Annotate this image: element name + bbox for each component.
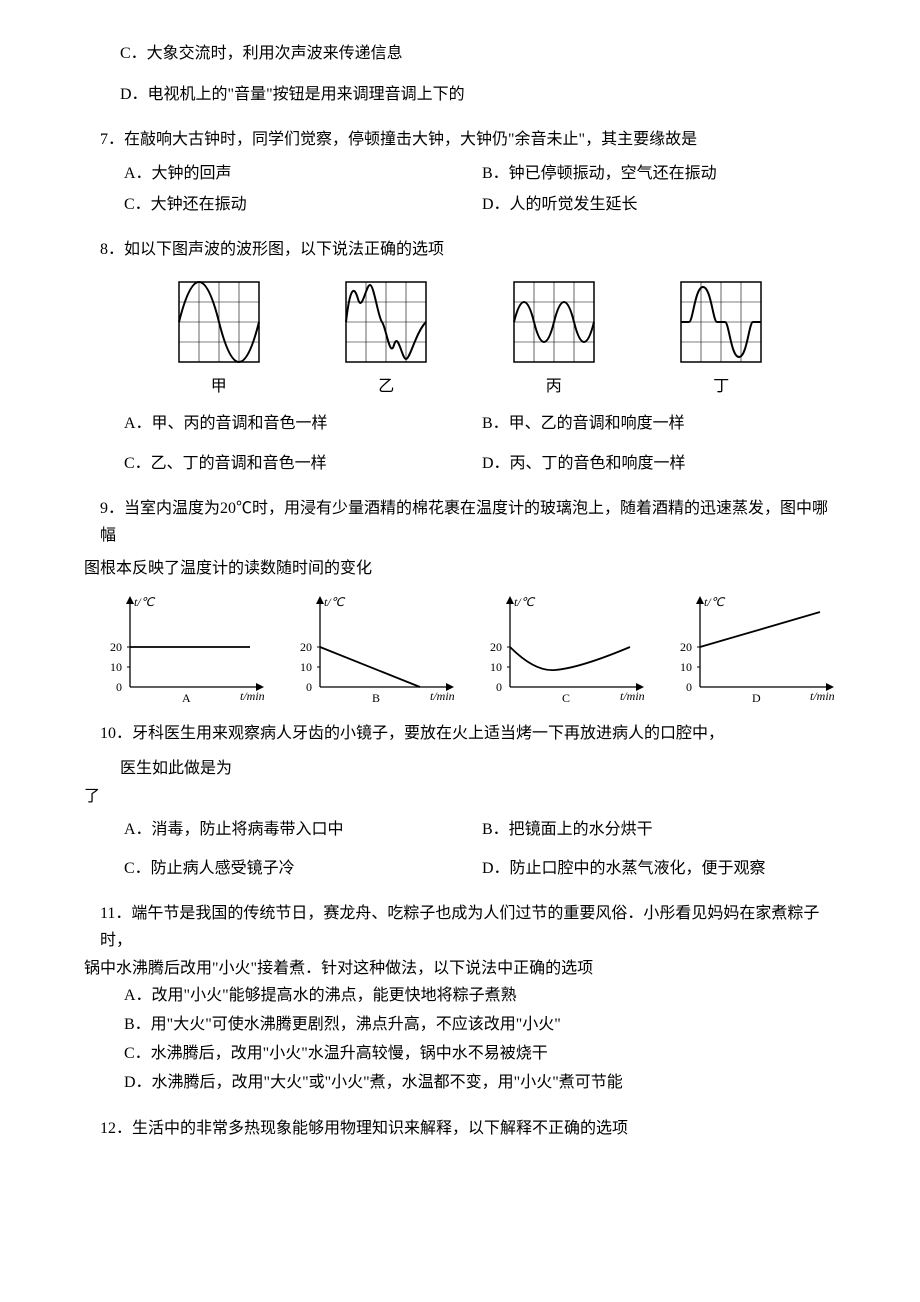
q7-opt-d: D．人的听觉发生延长 [482,191,840,218]
q10-opt-c: C．防止病人感受镜子冷 [124,855,482,882]
q10-opt-a: A．消毒，防止将病毒带入口中 [124,816,482,843]
wave-yi-label: 乙 [336,373,436,400]
q11-opt-c: C．水沸腾后，改用"小火"水温升高较慢，锅中水不易被烧干 [124,1040,840,1067]
q11-opt-b: B．用"大火"可使水沸腾更剧烈，沸点升高，不应该改用"小火" [124,1011,840,1038]
svg-text:t/min: t/min [620,689,645,702]
wave-jia-label: 甲 [169,373,269,400]
chart-a-svg: 0 10 20 t/℃ t/min A [100,592,270,702]
svg-text:t/℃: t/℃ [704,595,726,609]
svg-text:t/℃: t/℃ [134,595,156,609]
svg-text:20: 20 [680,640,692,654]
q10-stem-1: 10．牙科医生用来观察病人牙齿的小镜子，要放在火上适当烤一下再放进病人的口腔中， [100,720,840,747]
temp-charts-row: 0 10 20 t/℃ t/min A 0 10 2 [100,592,840,702]
wave-jia: 甲 [169,277,269,400]
svg-text:0: 0 [306,680,312,694]
q10-opt-b: B．把镜面上的水分烘干 [482,816,840,843]
q11-opt-d: D．水沸腾后，改用"大火"或"小火"煮，水温都不变，用"小火"煮可节能 [124,1069,840,1096]
wave-yi-svg [336,277,436,367]
svg-text:A: A [182,691,191,702]
q7-stem: 7．在敲响大古钟时，同学们觉察，停顿撞击大钟，大钟仍"余音未止"，其主要缘故是 [100,126,840,153]
q11-stem-2: 锅中水沸腾后改用"小火"接着煮．针对这种做法，以下说法中正确的选项 [84,955,840,982]
svg-text:20: 20 [300,640,312,654]
svg-text:0: 0 [116,680,122,694]
svg-text:t/℃: t/℃ [514,595,536,609]
q11-opt-a: A．改用"小火"能够提高水的沸点，能更快地将粽子煮熟 [124,982,840,1009]
q9: 9．当室内温度为20℃时，用浸有少量酒精的棉花裹在温度计的玻璃泡上，随着酒精的迅… [100,495,840,703]
q7: 7．在敲响大古钟时，同学们觉察，停顿撞击大钟，大钟仍"余音未止"，其主要缘故是 … [100,126,840,218]
wave-bing: 丙 [504,277,604,400]
wave-ding-label: 丁 [671,373,771,400]
svg-text:t/min: t/min [240,689,265,702]
q11: 11．端午节是我国的传统节日，赛龙舟、吃粽子也成为人们过节的重要风俗．小彤看见妈… [100,900,840,1096]
svg-text:t/min: t/min [810,689,835,702]
chart-d: 0 10 20 t/℃ t/min D [670,592,840,702]
svg-text:C: C [562,691,570,702]
svg-text:t/℃: t/℃ [324,595,346,609]
chart-d-svg: 0 10 20 t/℃ t/min D [670,592,840,702]
svg-text:10: 10 [490,660,502,674]
svg-text:10: 10 [300,660,312,674]
q8-opt-b: B．甲、乙的音调和响度一样 [482,410,840,437]
q6-opt-d: D．电视机上的"音量"按钮是用来调理音调上下的 [100,81,840,108]
q10-opt-d: D．防止口腔中的水蒸气液化，便于观察 [482,855,840,882]
q8-opt-a: A．甲、丙的音调和音色一样 [124,410,482,437]
waveform-row: 甲 乙 [100,277,840,400]
q6-opt-c: C．大象交流时，利用次声波来传递信息 [100,40,840,67]
svg-text:t/min: t/min [430,689,455,702]
wave-bing-svg [504,277,604,367]
q8: 8．如以下图声波的波形图，以下说法正确的选项 甲 [100,236,840,477]
q12: 12．生活中的非常多热现象能够用物理知识来解释，以下解释不正确的选项 [100,1115,840,1142]
svg-text:0: 0 [686,680,692,694]
wave-ding: 丁 [671,277,771,400]
q6-tail: C．大象交流时，利用次声波来传递信息 D．电视机上的"音量"按钮是用来调理音调上… [100,40,840,108]
q8-opt-d: D．丙、丁的音色和响度一样 [482,450,840,477]
q10-stem-3: 了 [84,783,840,810]
q9-stem-1: 9．当室内温度为20℃时，用浸有少量酒精的棉花裹在温度计的玻璃泡上，随着酒精的迅… [100,495,840,549]
svg-text:20: 20 [490,640,502,654]
q12-stem: 12．生活中的非常多热现象能够用物理知识来解释，以下解释不正确的选项 [100,1115,840,1142]
svg-text:0: 0 [496,680,502,694]
chart-a: 0 10 20 t/℃ t/min A [100,592,270,702]
wave-ding-svg [671,277,771,367]
wave-bing-label: 丙 [504,373,604,400]
svg-text:B: B [372,691,380,702]
svg-text:10: 10 [110,660,122,674]
q7-opt-b: B．钟已停顿振动，空气还在振动 [482,160,840,187]
svg-text:10: 10 [680,660,692,674]
q7-opt-a: A．大钟的回声 [124,160,482,187]
svg-text:D: D [752,691,761,702]
chart-c-svg: 0 10 20 t/℃ t/min C [480,592,650,702]
svg-text:20: 20 [110,640,122,654]
q9-stem-2: 图根本反映了温度计的读数随时间的变化 [84,555,840,582]
q8-stem: 8．如以下图声波的波形图，以下说法正确的选项 [100,236,840,263]
q10-stem-2: 医生如此做是为 [100,755,840,782]
chart-b-svg: 0 10 20 t/℃ t/min B [290,592,460,702]
q10: 10．牙科医生用来观察病人牙齿的小镜子，要放在火上适当烤一下再放进病人的口腔中，… [100,720,840,882]
q11-stem-1: 11．端午节是我国的传统节日，赛龙舟、吃粽子也成为人们过节的重要风俗．小彤看见妈… [100,900,840,954]
wave-jia-svg [169,277,269,367]
q7-opt-c: C．大钟还在振动 [124,191,482,218]
chart-c: 0 10 20 t/℃ t/min C [480,592,650,702]
wave-yi: 乙 [336,277,436,400]
chart-b: 0 10 20 t/℃ t/min B [290,592,460,702]
q8-opt-c: C．乙、丁的音调和音色一样 [124,450,482,477]
